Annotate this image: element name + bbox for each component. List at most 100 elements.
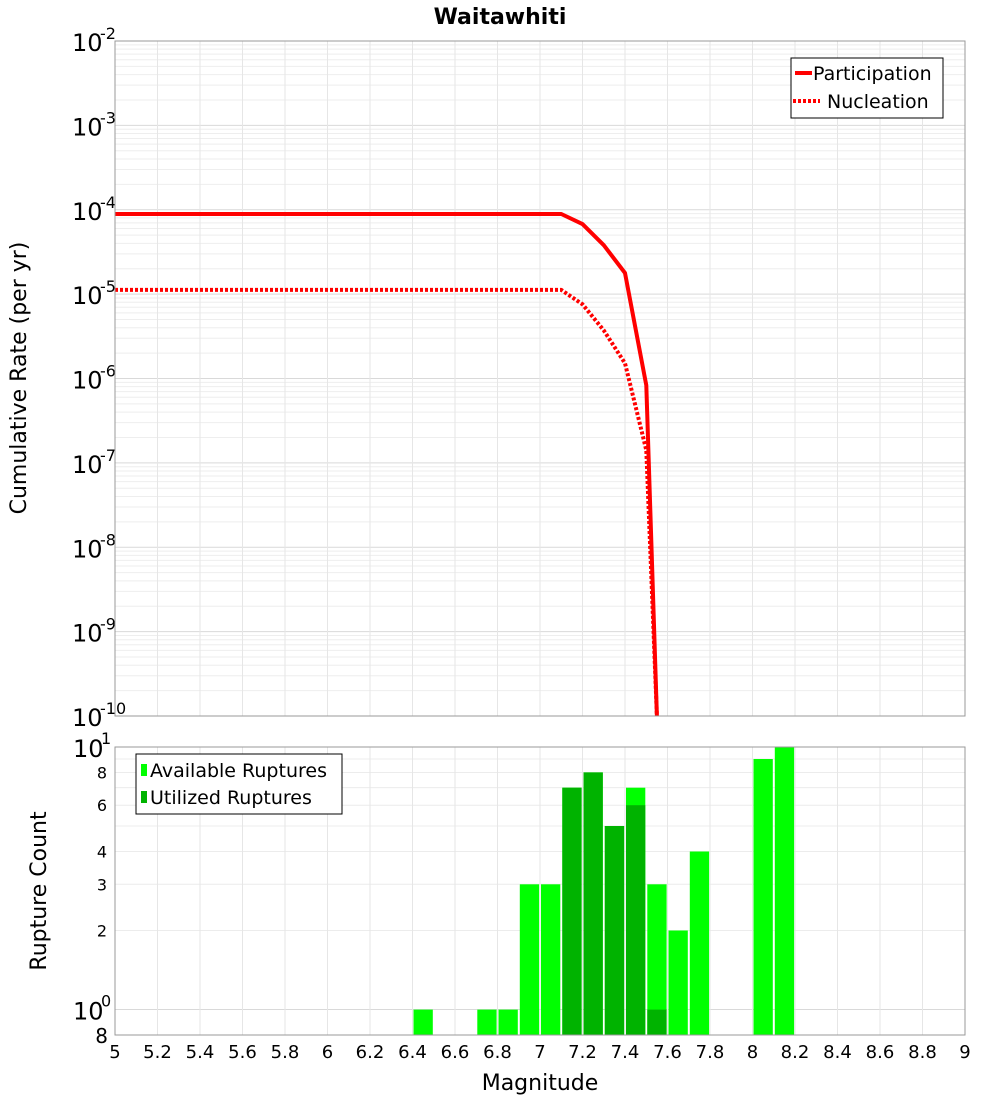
x-tick-label: 7.6 [653, 1042, 682, 1063]
x-tick-label: 6.8 [483, 1042, 512, 1063]
bar-utilized-7.55 [647, 1009, 667, 1035]
x-tick-label: 8.8 [908, 1042, 937, 1063]
bar-available-6.95 [519, 884, 540, 1035]
legend-label-participation: Participation [813, 63, 932, 85]
top-plot-frame [114, 40, 966, 717]
series-line-nucleation [115, 287, 659, 717]
x-tick-label: 6.6 [441, 1042, 470, 1063]
legend-swatch-available [141, 764, 147, 776]
tick-base: 10 [72, 704, 103, 732]
bar-available-7.75 [689, 851, 710, 1035]
x-tick-label: 5.6 [228, 1042, 257, 1063]
bar-available-8.05 [753, 759, 773, 1035]
bottom-legend-box [135, 753, 343, 815]
bar-available-7.05 [541, 884, 561, 1035]
x-tick-label: 7.2 [568, 1042, 597, 1063]
top-grid [114, 40, 966, 717]
x-tick-label: 8.6 [866, 1042, 895, 1063]
top-y-tick-label: 10-8 [72, 530, 116, 563]
x-tick-label: 7 [534, 1042, 545, 1063]
top-y-tick-label: 10-10 [72, 699, 126, 732]
tick-base: 10 [73, 998, 104, 1026]
bar-available-8.15 [774, 747, 795, 1035]
bottom-y-tick-label: 3 [97, 875, 107, 894]
bottom-y-tick-label: 8 [95, 1024, 108, 1048]
tick-exponent: 0 [101, 992, 111, 1011]
tick-exponent: -2 [100, 24, 116, 43]
x-tick-label: 6.2 [356, 1042, 385, 1063]
bottom-bars [413, 747, 795, 1035]
x-tick-label: 5.4 [186, 1042, 215, 1063]
bottom-legend: Available Ruptures Utilized Ruptures [135, 753, 343, 815]
top-y-tick-label: 10-6 [72, 362, 116, 395]
legend-label-nucleation: Nucleation [827, 91, 929, 113]
tick-base: 10 [72, 113, 103, 141]
top-series-lines [115, 212, 659, 717]
x-tick-label: 5.2 [143, 1042, 172, 1063]
top-y-tick-label: 10-3 [72, 108, 116, 141]
top-y-tick-label: 10-9 [72, 615, 116, 648]
tick-text: 8 [97, 763, 107, 782]
tick-text: 4 [97, 842, 107, 861]
x-tick-label: 7.8 [696, 1042, 725, 1063]
x-tick-label: 8.4 [823, 1042, 852, 1063]
bottom-y-tick-label: 100 [73, 992, 111, 1026]
tick-base: 10 [72, 29, 103, 57]
bar-utilized-7.25 [583, 772, 603, 1035]
top-legend: Participation Nucleation [790, 57, 944, 119]
tick-exponent: -10 [100, 699, 126, 718]
bottom-y-tick-label: 6 [97, 796, 107, 815]
x-tick-label: 6.4 [398, 1042, 427, 1063]
tick-base: 10 [72, 535, 103, 563]
series-line-participation [115, 212, 659, 717]
legend-label-utilized: Utilized Ruptures [150, 787, 312, 809]
bar-utilized-7.15 [562, 787, 582, 1035]
x-tick-label: 8 [747, 1042, 758, 1063]
tick-text: 2 [97, 922, 107, 941]
x-tick-label: 5 [109, 1042, 120, 1063]
tick-base: 10 [72, 198, 103, 226]
x-tick-label: 9 [959, 1042, 970, 1063]
top-y-axis-label: Cumulative Rate (per yr) [7, 242, 32, 515]
bar-utilized-7.45 [626, 805, 646, 1035]
bottom-y-tick-label: 2 [97, 922, 107, 941]
tick-exponent: -5 [100, 277, 116, 296]
legend-label-available: Available Ruptures [150, 760, 327, 782]
top-y-tick-label: 10-5 [72, 277, 116, 310]
bar-utilized-7.35 [604, 826, 625, 1035]
x-tick-labels: 5 5.2 5.4 5.6 5.8 6 6.2 6.4 6.6 6.8 7 7.2 7.4 7.6 7.8 8… [109, 1042, 970, 1063]
tick-exponent: -6 [100, 362, 116, 381]
bottom-y-tick-label: 4 [97, 842, 107, 861]
bar-available-7.65 [668, 930, 688, 1035]
tick-text: 3 [97, 875, 107, 894]
bar-available-6.45 [413, 1009, 433, 1035]
x-tick-label: 6 [322, 1042, 333, 1063]
tick-text: 8 [95, 1024, 108, 1048]
legend-swatch-utilized [141, 791, 147, 803]
chart-title: Waitawhiti [434, 5, 567, 30]
tick-exponent: -8 [100, 530, 116, 549]
tick-base: 10 [72, 367, 103, 395]
tick-base: 10 [72, 282, 103, 310]
x-tick-label: 8.2 [781, 1042, 810, 1063]
bottom-y-axis-label: Rupture Count [27, 811, 52, 971]
bottom-grid [114, 747, 966, 1035]
top-y-tick-label: 10-2 [72, 24, 116, 57]
tick-base: 10 [73, 735, 104, 763]
tick-exponent: -9 [100, 615, 116, 634]
bar-available-7.55 [647, 884, 667, 1035]
bottom-plot-frame [114, 746, 966, 1036]
bar-available-6.75 [477, 1009, 497, 1035]
x-tick-label: 5.8 [271, 1042, 300, 1063]
bar-available-6.85 [498, 1009, 518, 1035]
x-tick-label: 7.4 [611, 1042, 640, 1063]
top-y-tick-label: 10-7 [72, 446, 116, 479]
tick-exponent: -7 [100, 446, 116, 465]
tick-exponent: -4 [100, 193, 116, 212]
tick-text: 6 [97, 796, 107, 815]
top-legend-box [790, 57, 944, 119]
